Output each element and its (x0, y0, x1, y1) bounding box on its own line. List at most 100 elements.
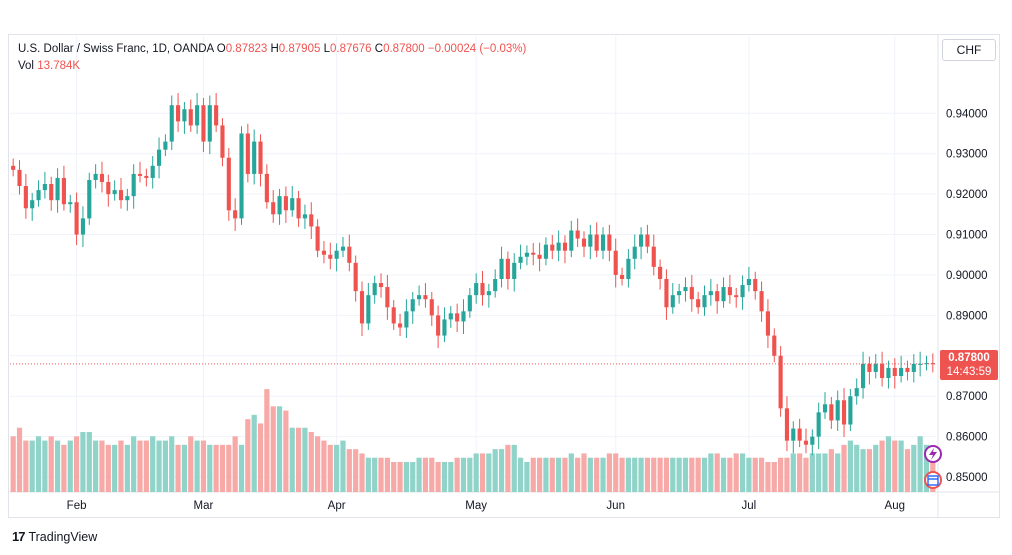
volume-bar (315, 436, 321, 492)
candle-body (467, 295, 472, 312)
volume-bar (733, 453, 739, 492)
volume-bar (651, 457, 657, 492)
volume-bar (657, 457, 663, 492)
candle-body (899, 367, 904, 377)
volume-bar (835, 453, 841, 492)
chart-legend: U.S. Dollar / Swiss Franc, 1D, OANDA O0.… (18, 41, 526, 75)
lightning-glyph (929, 448, 937, 460)
volume-bar (35, 436, 42, 492)
candle-body (252, 141, 257, 174)
candle-body (404, 311, 409, 328)
volume-bar (473, 453, 479, 492)
volume-bar (219, 444, 226, 492)
volume-bar (251, 414, 257, 492)
candle-body (93, 173, 98, 180)
candle-body (537, 254, 542, 259)
volume-bar (80, 432, 86, 492)
volume-bar (841, 444, 847, 492)
volume-bar (353, 449, 359, 492)
candle-body (677, 291, 682, 296)
legend-high-value: 0.87905 (278, 43, 321, 55)
volume-bar (384, 457, 390, 492)
candle-body (651, 246, 656, 267)
legend-close-value: 0.87800 (383, 43, 425, 55)
volume-bar (245, 419, 251, 492)
candle-body (683, 287, 688, 292)
candle-body (810, 436, 815, 445)
candle-body (670, 295, 675, 308)
volume-bar (422, 457, 429, 492)
candle-body (854, 388, 859, 397)
candle-body (607, 234, 612, 251)
volume-bar (48, 436, 54, 492)
volume-bar (809, 453, 815, 492)
volume-bar (492, 449, 498, 492)
volume-bar (372, 457, 378, 492)
volume-bar (778, 457, 784, 492)
candle-body (74, 202, 79, 235)
volume-bar (828, 449, 834, 492)
volume-bar (625, 457, 631, 492)
candle-body (619, 274, 625, 279)
volume-bar (10, 436, 16, 492)
candle-body (150, 165, 155, 178)
tradingview-logo: 17 (12, 529, 26, 544)
volume-bar (194, 440, 200, 492)
volume-bar (23, 440, 29, 492)
candle-body (575, 230, 580, 239)
candle-body (290, 198, 295, 211)
legend-symbol[interactable]: U.S. Dollar / Swiss Franc, 1D, OANDA (18, 43, 214, 55)
candle-body (753, 279, 758, 292)
volume-bar (327, 444, 333, 492)
candle-body (23, 186, 28, 209)
candle-body (302, 214, 307, 219)
volume-bar (289, 427, 295, 492)
candle-body (639, 234, 644, 247)
volume-bar (169, 436, 175, 492)
volume-bar (200, 440, 207, 492)
volume-bar (536, 457, 543, 492)
volume-bar (276, 406, 283, 492)
candle-body (49, 184, 54, 201)
volume-bar (61, 444, 67, 492)
candle-body (448, 313, 453, 320)
calendar-icon[interactable] (924, 471, 942, 489)
volume-bar (644, 457, 651, 492)
candle-body (233, 210, 238, 219)
lightning-icon[interactable] (924, 445, 942, 463)
candle-body (892, 367, 897, 377)
candle-body (873, 363, 878, 372)
candle-body (385, 287, 390, 308)
legend-volume-label[interactable]: Vol (18, 60, 34, 72)
candle-body (195, 105, 200, 126)
volume-bar (676, 457, 682, 492)
candle-body (283, 196, 288, 211)
candle-body (328, 254, 333, 259)
volume-bar (365, 457, 371, 492)
volume-bar (689, 457, 695, 492)
volume-bar (613, 453, 619, 492)
currency-button[interactable]: CHF (942, 39, 996, 61)
volume-bar (530, 457, 536, 492)
candle-body (442, 319, 447, 336)
volume-bar (378, 457, 384, 492)
volume-bar (885, 436, 892, 492)
volume-bar (403, 462, 410, 492)
volume-bar (517, 457, 524, 492)
candle-body (176, 105, 181, 122)
candle-body (436, 315, 441, 336)
candle-body (353, 262, 358, 292)
candle-body (359, 291, 365, 324)
volume-bar (391, 462, 397, 492)
volume-bar (86, 432, 92, 492)
candle-body (68, 202, 73, 205)
candle-body (924, 363, 929, 365)
legend-volume-value: 13.784K (37, 60, 81, 72)
volume-bar (460, 457, 467, 492)
candle-body (861, 363, 866, 389)
candle-body (791, 428, 796, 441)
y-tick-label: 0.94000 (946, 108, 988, 120)
volume-bar (917, 436, 923, 492)
footer-branding[interactable]: 17 TradingView (12, 529, 97, 544)
